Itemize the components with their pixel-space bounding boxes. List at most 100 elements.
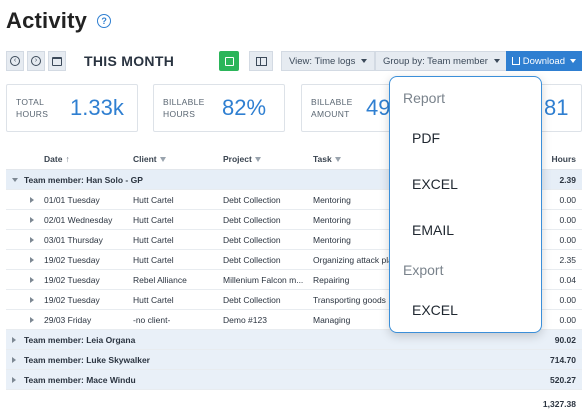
table-row[interactable]: 02/01 Wednesday Hutt Cartel Debt Collect… xyxy=(6,210,582,230)
cell-project: Debt Collection xyxy=(223,255,281,265)
group-row-leia-organa[interactable]: Team member: Leia Organa 90.02 xyxy=(6,330,582,350)
group-label: Team member: Leia Organa xyxy=(24,335,136,345)
caret-down-icon xyxy=(570,59,576,63)
stat-label-line: TOTAL xyxy=(16,97,45,107)
table-row[interactable]: 19/02 Tuesday Hutt Cartel Debt Collectio… xyxy=(6,290,582,310)
chevron-right-icon xyxy=(12,377,16,383)
square-icon xyxy=(224,56,234,66)
cell-project: Debt Collection xyxy=(223,295,281,305)
download-label: Download xyxy=(522,55,565,67)
cell-client: Hutt Cartel xyxy=(133,195,174,205)
previous-period-button[interactable]: ‹ xyxy=(6,51,24,71)
table-row[interactable]: 19/02 Tuesday Rebel Alliance Millenium F… xyxy=(6,270,582,290)
page-title: Activity xyxy=(6,8,88,33)
cell-task: Mentoring xyxy=(313,215,351,225)
cell-hours: 0.00 xyxy=(559,295,576,305)
cell-task: Managing xyxy=(313,315,351,325)
table-row[interactable]: 03/01 Thursday Hutt Cartel Debt Collecti… xyxy=(6,230,582,250)
menu-item-report-email[interactable]: EMAIL xyxy=(412,222,455,238)
filter-icon xyxy=(334,157,341,163)
cell-task: Mentoring xyxy=(313,235,351,245)
cell-date: 19/02 Tuesday xyxy=(44,295,100,305)
cell-client: Rebel Alliance xyxy=(133,275,187,285)
cell-task: Repairing xyxy=(313,275,350,285)
group-total: 714.70 xyxy=(550,355,576,365)
cell-client: Hutt Cartel xyxy=(133,255,174,265)
chevron-right-icon xyxy=(12,337,16,343)
stat-label-line: BILLABLE xyxy=(163,97,205,107)
stat-label-line: HOURS xyxy=(163,109,196,119)
column-header-date[interactable]: Date ↑ xyxy=(44,154,70,164)
period-label: THIS MONTH xyxy=(84,53,175,69)
cell-project: Millenium Falcon m... xyxy=(223,275,304,285)
cell-task: Transporting goods xyxy=(313,295,386,305)
group-total: 2.39 xyxy=(559,175,576,185)
stat-value-tail: 81 xyxy=(544,95,569,120)
column-header-label: Date xyxy=(44,154,63,164)
table-row[interactable]: 29/03 Friday -no client- Demo #123 Manag… xyxy=(6,310,582,330)
chevron-right-icon xyxy=(30,217,34,223)
table-row[interactable]: 19/02 Tuesday Hutt Cartel Debt Collectio… xyxy=(6,250,582,270)
chevron-right-icon xyxy=(30,277,34,283)
cell-date: 03/01 Thursday xyxy=(44,235,103,245)
chevron-right-icon xyxy=(30,297,34,303)
chevron-right-icon xyxy=(30,197,34,203)
calendar-button[interactable] xyxy=(48,51,66,71)
column-header-client[interactable]: Client xyxy=(133,154,166,164)
stat-label: BILLABLE HOURS xyxy=(163,96,205,120)
chevron-left-circle-icon: ‹ xyxy=(10,56,20,66)
cell-date: 02/01 Wednesday xyxy=(44,215,113,225)
stat-label-line: HOURS xyxy=(16,109,49,119)
cell-task: Mentoring xyxy=(313,195,351,205)
question-circle-icon[interactable]: ? xyxy=(97,14,112,28)
cell-date: 19/02 Tuesday xyxy=(44,255,100,265)
cell-client: Hutt Cartel xyxy=(133,215,174,225)
table-header: Date ↑ Client Project Task Hours xyxy=(6,148,582,170)
cell-date: 29/03 Friday xyxy=(44,315,92,325)
chevron-down-icon xyxy=(12,178,18,182)
download-button[interactable]: Download xyxy=(506,51,582,71)
grand-total: 1,327.38 xyxy=(542,399,576,409)
calendar-icon xyxy=(52,56,62,66)
group-row-mace-windu[interactable]: Team member: Mace Windu 520.27 xyxy=(6,370,582,390)
group-by-select[interactable]: Group by: Team member xyxy=(375,51,508,71)
column-header-label: Project xyxy=(223,154,252,164)
cell-project: Demo #123 xyxy=(223,315,267,325)
cell-date: 01/01 Tuesday xyxy=(44,195,100,205)
menu-item-export-excel[interactable]: EXCEL xyxy=(412,302,458,318)
download-menu: Report PDF EXCEL EMAIL Export EXCEL xyxy=(389,76,542,333)
cell-client: Hutt Cartel xyxy=(133,235,174,245)
cell-hours: 0.00 xyxy=(559,315,576,325)
column-header-hours[interactable]: Hours xyxy=(551,154,576,164)
menu-heading-export: Export xyxy=(403,262,444,278)
group-by-select-label: Group by: Team member xyxy=(383,55,488,67)
stat-card-billable-hours: BILLABLE HOURS 82% xyxy=(153,84,285,132)
layout-toggle-button[interactable] xyxy=(249,51,273,71)
activity-table: Date ↑ Client Project Task Hours Team mem… xyxy=(6,148,582,414)
stat-label-line: BILLABLE xyxy=(311,97,353,107)
group-label: Team member: Mace Windu xyxy=(24,375,136,385)
spreadsheet-button[interactable] xyxy=(219,51,239,71)
group-total: 520.27 xyxy=(550,375,576,385)
stat-label-line: AMOUNT xyxy=(311,109,350,119)
next-period-button[interactable]: › xyxy=(27,51,45,71)
column-header-project[interactable]: Project xyxy=(223,154,261,164)
stat-card-total-hours: TOTAL HOURS 1.33k xyxy=(6,84,138,132)
view-select[interactable]: View: Time logs xyxy=(281,51,376,71)
group-row-luke-skywalker[interactable]: Team member: Luke Skywalker 714.70 xyxy=(6,350,582,370)
table-row[interactable]: 01/01 Tuesday Hutt Cartel Debt Collectio… xyxy=(6,190,582,210)
menu-item-report-excel[interactable]: EXCEL xyxy=(412,176,458,192)
toolbar: ‹ › THIS MONTH View: Time logs Group by:… xyxy=(6,51,582,73)
menu-heading-report: Report xyxy=(403,90,446,106)
stat-value: 1.33k xyxy=(70,95,124,120)
stat-label: BILLABLE AMOUNT xyxy=(311,96,353,120)
page-header: Activity ? xyxy=(6,6,112,36)
chevron-right-circle-icon: › xyxy=(31,56,41,66)
download-icon xyxy=(512,57,520,65)
column-header-task[interactable]: Task xyxy=(313,154,341,164)
cell-client: -no client- xyxy=(133,315,171,325)
cell-hours: 0.00 xyxy=(559,235,576,245)
stat-value: 49 xyxy=(366,95,391,120)
cell-hours: 2.35 xyxy=(559,255,576,265)
menu-item-report-pdf[interactable]: PDF xyxy=(412,130,440,146)
